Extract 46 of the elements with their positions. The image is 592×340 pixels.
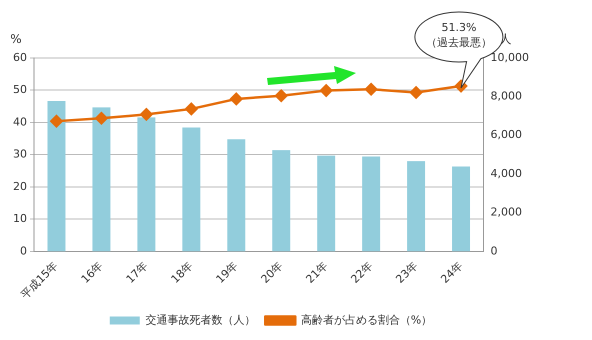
- y-tick-label: 60: [12, 50, 27, 64]
- y2-tick-label: 2,000: [490, 206, 522, 219]
- y2-tick-label: 6,000: [490, 128, 522, 142]
- y2-tick-label: 4,000: [490, 166, 522, 180]
- point: [410, 86, 422, 99]
- y-axis-title: %: [10, 32, 22, 46]
- y2-tick-label: 8,000: [490, 90, 522, 103]
- point: [320, 84, 332, 97]
- point: [95, 112, 108, 125]
- point: [274, 89, 288, 102]
- bar: [452, 166, 470, 252]
- y-tick-label: 0: [20, 244, 27, 258]
- y2-tick-label: 0: [490, 244, 498, 258]
- bar: [227, 139, 246, 252]
- bar: [407, 161, 426, 252]
- y-tick-label: 20: [12, 180, 27, 193]
- x-tick-label: 22年: [348, 259, 376, 286]
- y-tick-label: 30: [12, 148, 27, 161]
- point: [185, 102, 198, 116]
- x-tick-label: 20年: [258, 259, 286, 286]
- legend-label: 交通事故死者数（人）: [145, 313, 256, 326]
- bar: [272, 150, 290, 252]
- point: [140, 108, 153, 121]
- bar: [137, 117, 156, 252]
- x-tick-label: 21年: [303, 259, 330, 286]
- text: 51.3% （過去最悪）: [426, 21, 492, 49]
- legend-label: 高齢者が占める割合（%）: [300, 313, 432, 326]
- bar: [182, 127, 200, 252]
- x-tick-label: 23年: [393, 259, 420, 286]
- x-tick-label: 24年: [438, 259, 466, 286]
- bar: [92, 107, 110, 252]
- x-tick-label: 16年: [78, 259, 106, 286]
- y-tick-label: 50: [12, 83, 27, 96]
- point: [50, 114, 63, 128]
- x-tick-label: 19年: [214, 259, 240, 286]
- x-tick-label: 17年: [124, 259, 151, 286]
- bar: [47, 100, 66, 252]
- point: [230, 92, 243, 106]
- bar: [317, 156, 336, 252]
- point: [364, 83, 378, 96]
- x-tick-label: 平成15年: [18, 259, 61, 302]
- x-tick-label: 18年: [168, 259, 196, 286]
- y-tick-label: 10: [12, 212, 27, 226]
- y2-tick-label: 10,000: [490, 50, 530, 64]
- y-tick-label: 40: [12, 115, 27, 128]
- bar: [362, 156, 380, 252]
